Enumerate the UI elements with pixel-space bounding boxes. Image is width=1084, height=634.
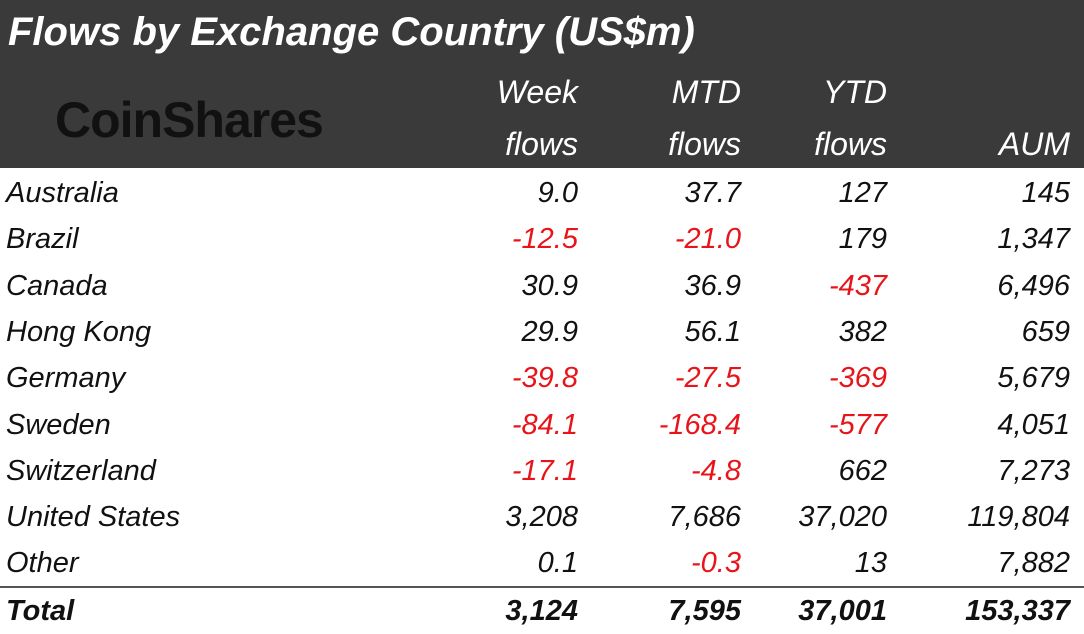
table-row: Switzerland -17.1 -4.8 662 7,273 xyxy=(0,448,1084,494)
total-label: Total xyxy=(6,595,75,627)
total-row: Total 3,124 7,595 37,001 153,337 xyxy=(0,588,1084,634)
header-mtd-line2: flows xyxy=(668,126,741,162)
ytd-cell: -437 xyxy=(828,270,887,302)
coinshares-logo: CoinShares xyxy=(55,92,324,148)
ytd-cell: 382 xyxy=(838,316,887,348)
aum-cell: 5,679 xyxy=(997,362,1070,394)
week-cell: 0.1 xyxy=(537,547,578,579)
table-row: Germany -39.8 -27.5 -369 5,679 xyxy=(0,355,1084,401)
header-week-line2: flows xyxy=(505,126,578,162)
header-ytd-line1: YTD xyxy=(823,74,887,110)
week-cell: -39.8 xyxy=(511,362,578,394)
ytd-cell: 37,001 xyxy=(798,595,887,627)
header-mtd-line1: MTD xyxy=(671,74,741,110)
country-cell: Other xyxy=(6,547,79,579)
ytd-cell: 13 xyxy=(854,547,887,579)
mtd-cell: 36.9 xyxy=(684,270,741,302)
week-cell: 3,208 xyxy=(505,501,578,533)
mtd-cell: -4.8 xyxy=(691,455,741,487)
country-cell: Australia xyxy=(6,177,119,209)
aum-cell: 1,347 xyxy=(997,223,1070,255)
country-cell: Switzerland xyxy=(6,455,156,487)
aum-cell: 7,882 xyxy=(997,547,1070,579)
aum-cell: 4,051 xyxy=(997,409,1070,441)
country-cell: Germany xyxy=(6,362,126,394)
week-cell: -84.1 xyxy=(511,409,578,441)
aum-cell: 659 xyxy=(1021,316,1070,348)
table-row: Other 0.1 -0.3 13 7,882 xyxy=(0,540,1084,586)
mtd-cell: -27.5 xyxy=(674,362,741,394)
total-divider xyxy=(0,586,1084,588)
table-row: Brazil -12.5 -21.0 179 1,347 xyxy=(0,216,1084,262)
table-header: Flows by Exchange Country (US$m) CoinSha… xyxy=(0,0,1084,168)
week-cell: -17.1 xyxy=(511,455,578,487)
week-cell: -12.5 xyxy=(511,223,578,255)
week-cell: 3,124 xyxy=(505,595,578,627)
header-aum: AUM xyxy=(998,126,1070,162)
ytd-cell: 37,020 xyxy=(798,501,887,533)
ytd-cell: 662 xyxy=(838,455,887,487)
country-cell: United States xyxy=(6,501,181,533)
mtd-cell: 7,595 xyxy=(668,595,741,627)
table-row: Sweden -84.1 -168.4 -577 4,051 xyxy=(0,402,1084,448)
aum-cell: 119,804 xyxy=(967,501,1070,533)
mtd-cell: -21.0 xyxy=(674,223,741,255)
aum-cell: 7,273 xyxy=(997,455,1070,487)
ytd-cell: 127 xyxy=(838,177,887,209)
aum-cell: 6,496 xyxy=(997,270,1070,302)
aum-cell: 145 xyxy=(1021,177,1070,209)
week-cell: 29.9 xyxy=(521,316,578,348)
mtd-cell: -168.4 xyxy=(658,409,741,441)
mtd-cell: 7,686 xyxy=(668,501,741,533)
table-row: Canada 30.9 36.9 -437 6,496 xyxy=(0,263,1084,309)
country-cell: Canada xyxy=(6,270,108,302)
mtd-cell: 37.7 xyxy=(684,177,741,209)
country-cell: Brazil xyxy=(6,223,79,255)
table-row: Australia 9.0 37.7 127 145 xyxy=(0,170,1084,216)
mtd-cell: -0.3 xyxy=(691,547,741,579)
ytd-cell: -369 xyxy=(828,362,887,394)
ytd-cell: -577 xyxy=(828,409,887,441)
table-row: Hong Kong 29.9 56.1 382 659 xyxy=(0,309,1084,355)
header-ytd-line2: flows xyxy=(814,126,887,162)
ytd-cell: 179 xyxy=(838,223,887,255)
aum-cell: 153,337 xyxy=(965,595,1070,627)
week-cell: 30.9 xyxy=(521,270,578,302)
table-title: Flows by Exchange Country (US$m) xyxy=(8,10,695,54)
mtd-cell: 56.1 xyxy=(684,316,741,348)
header-week-line1: Week xyxy=(496,74,578,110)
country-cell: Sweden xyxy=(6,409,111,441)
week-cell: 9.0 xyxy=(537,177,578,209)
country-cell: Hong Kong xyxy=(6,316,152,348)
table-row: United States 3,208 7,686 37,020 119,804 xyxy=(0,494,1084,540)
